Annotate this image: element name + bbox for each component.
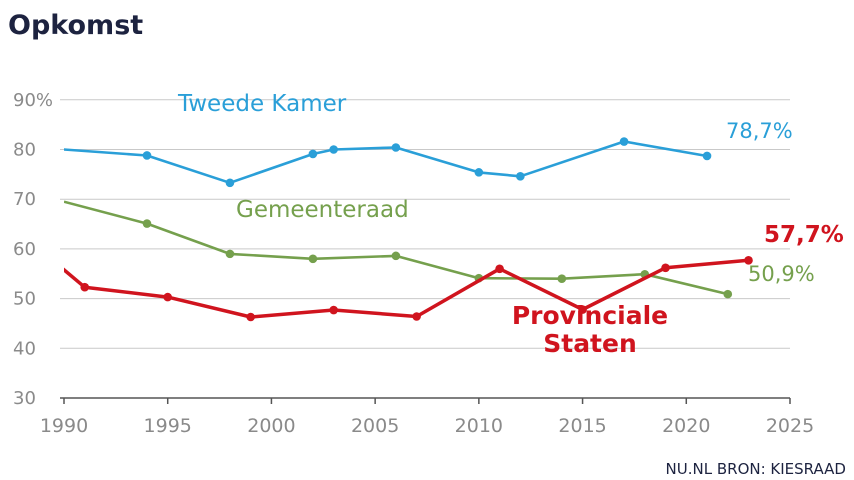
series-name-label: Staten [543, 329, 637, 358]
data-point [557, 274, 567, 284]
series-end-value-label: 78,7% [726, 119, 793, 143]
y-axis-ticks: 30 40 50 60 70 80 90% [13, 90, 53, 409]
data-point [744, 256, 753, 265]
data-point [702, 151, 712, 161]
series-line-tweede-kamer [64, 140, 708, 185]
series-labels: Tweede Kamer Gemeenteraad ProvincialeState… [177, 91, 844, 358]
data-point [163, 292, 173, 302]
data-point [723, 289, 733, 299]
data-point [619, 137, 629, 146]
y-tick-label: 70 [13, 189, 36, 210]
y-tick-label: 50 [13, 289, 36, 310]
y-tick-label: 90% [13, 90, 53, 111]
series-name-label: Gemeenteraad [236, 197, 409, 223]
source-note: NU.NL BRON: KIESRAAD [666, 460, 846, 478]
data-point [308, 149, 318, 159]
x-tick-label: 2010 [455, 415, 503, 437]
gridlines [60, 99, 790, 349]
x-tick-label: 2020 [662, 415, 710, 437]
y-tick-label: 60 [13, 239, 36, 260]
data-point [80, 282, 90, 292]
data-point [578, 305, 587, 314]
data-point [391, 143, 401, 152]
y-tick-label: 30 [13, 388, 36, 409]
y-tick-label: 40 [13, 338, 36, 359]
data-point [142, 151, 152, 160]
series-group [64, 137, 753, 322]
data-point [308, 254, 318, 264]
data-point [329, 145, 338, 154]
y-tick-label: 80 [13, 140, 36, 161]
series-line-provinciale-staten [64, 258, 749, 319]
data-point [474, 168, 484, 177]
data-point [142, 219, 152, 228]
x-axis: 1990 1995 2000 2005 2010 2015 2020 2025 [40, 397, 814, 437]
series-name-label: Provinciale [512, 301, 668, 330]
x-tick-label: 1990 [40, 415, 88, 437]
data-point [495, 264, 504, 274]
x-tick-label: 2015 [558, 415, 606, 437]
data-point [661, 263, 670, 273]
x-tick-label: 2000 [247, 415, 295, 437]
data-point [246, 312, 255, 322]
data-point [391, 251, 401, 261]
data-point [225, 178, 235, 188]
data-point [225, 249, 235, 259]
x-tick-label: 2005 [351, 415, 399, 437]
data-point [412, 312, 421, 321]
data-point [516, 172, 525, 181]
series-end-value-label: 57,7% [764, 222, 844, 248]
x-tick-label: 2025 [766, 415, 814, 437]
series-name-label: Tweede Kamer [177, 91, 347, 117]
chart-title: Opkomst [8, 10, 143, 41]
series-end-value-label: 50,9% [748, 262, 815, 286]
x-tick-label: 1995 [144, 415, 192, 437]
data-point [329, 305, 338, 315]
